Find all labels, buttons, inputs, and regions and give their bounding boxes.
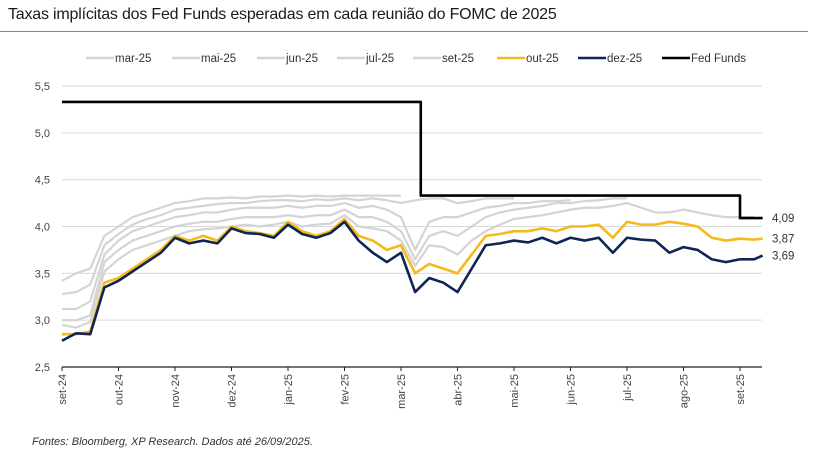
title-divider bbox=[0, 31, 808, 32]
x-tick-label: mai-25 bbox=[509, 374, 521, 408]
legend-label: set-25 bbox=[442, 53, 474, 65]
series-line-dez-25 bbox=[61, 220, 764, 342]
end-label: 3,69 bbox=[772, 251, 794, 263]
series-line-mar-25 bbox=[61, 194, 401, 282]
y-tick-label: 5,0 bbox=[35, 128, 50, 140]
legend-item: mai-25 bbox=[172, 53, 236, 65]
x-tick-label: jul-25 bbox=[622, 374, 634, 402]
y-tick-label: 3,0 bbox=[35, 315, 50, 327]
x-tick-label: dez-24 bbox=[227, 374, 239, 408]
x-tick-label: mar-25 bbox=[396, 374, 408, 409]
y-tick-label: 4,5 bbox=[35, 175, 50, 187]
legend-label: jul-25 bbox=[365, 53, 394, 65]
series-line-out-25 bbox=[62, 217, 763, 336]
chart-title: Taxas implícitas dos Fed Funds esperadas… bbox=[8, 6, 557, 23]
legend-label: mar-25 bbox=[115, 53, 151, 65]
y-tick-label: 2,5 bbox=[35, 362, 50, 374]
legend-item: jul-25 bbox=[337, 53, 394, 65]
x-axis: set-24 out-24 nov-24 dez-24 jan-25 fev-25 mar-… bbox=[57, 366, 762, 409]
x-tick-label: set-25 bbox=[735, 374, 747, 405]
x-tick-label: abr-25 bbox=[453, 374, 465, 406]
x-tick-label: ago-25 bbox=[679, 374, 691, 408]
y-tick-label: 5,5 bbox=[35, 81, 50, 93]
legend-item: jun-25 bbox=[257, 53, 318, 65]
legend-item: mar-25 bbox=[86, 53, 151, 65]
series-line-fed-funds bbox=[62, 100, 763, 220]
y-tick-label: 4,0 bbox=[35, 222, 50, 234]
x-tick-label: fev-25 bbox=[340, 374, 352, 405]
legend: mar-25 mai-25 jun-25 jul-25 set-25 out-25 dez-… bbox=[86, 53, 746, 65]
legend-item: dez-25 bbox=[578, 53, 642, 65]
grid bbox=[62, 85, 762, 321]
end-labels: 4,09 3,87 3,69 bbox=[772, 213, 794, 262]
legend-label: jun-25 bbox=[285, 53, 318, 65]
end-label: 3,87 bbox=[772, 234, 794, 246]
x-tick-label: nov-24 bbox=[170, 374, 182, 408]
y-tick-label: 3,5 bbox=[35, 268, 50, 280]
legend-label: dez-25 bbox=[607, 53, 642, 65]
legend-label: Fed Funds bbox=[691, 53, 746, 65]
end-label: 4,09 bbox=[772, 213, 794, 225]
legend-label: out-25 bbox=[526, 53, 559, 65]
legend-label: mai-25 bbox=[201, 53, 236, 65]
x-tick-label: out-24 bbox=[114, 374, 126, 405]
series-line-jun-25 bbox=[62, 199, 571, 311]
x-tick-label: jan-25 bbox=[283, 374, 295, 406]
source-note: Fontes: Bloomberg, XP Research. Dados at… bbox=[32, 436, 313, 448]
series-line-mai-25 bbox=[61, 197, 514, 296]
legend-item: out-25 bbox=[497, 53, 559, 65]
legend-item: Fed Funds bbox=[662, 53, 746, 65]
series-line-set-25 bbox=[61, 201, 755, 329]
series-lines bbox=[61, 100, 764, 342]
series-line-jul-25 bbox=[62, 197, 627, 322]
x-tick-label: jun-25 bbox=[566, 374, 578, 406]
legend-item: set-25 bbox=[413, 53, 474, 65]
x-tick-label: set-24 bbox=[57, 374, 69, 405]
y-axis: 2,5 3,0 3,5 4,0 4,5 5,0 5,5 bbox=[35, 81, 50, 374]
